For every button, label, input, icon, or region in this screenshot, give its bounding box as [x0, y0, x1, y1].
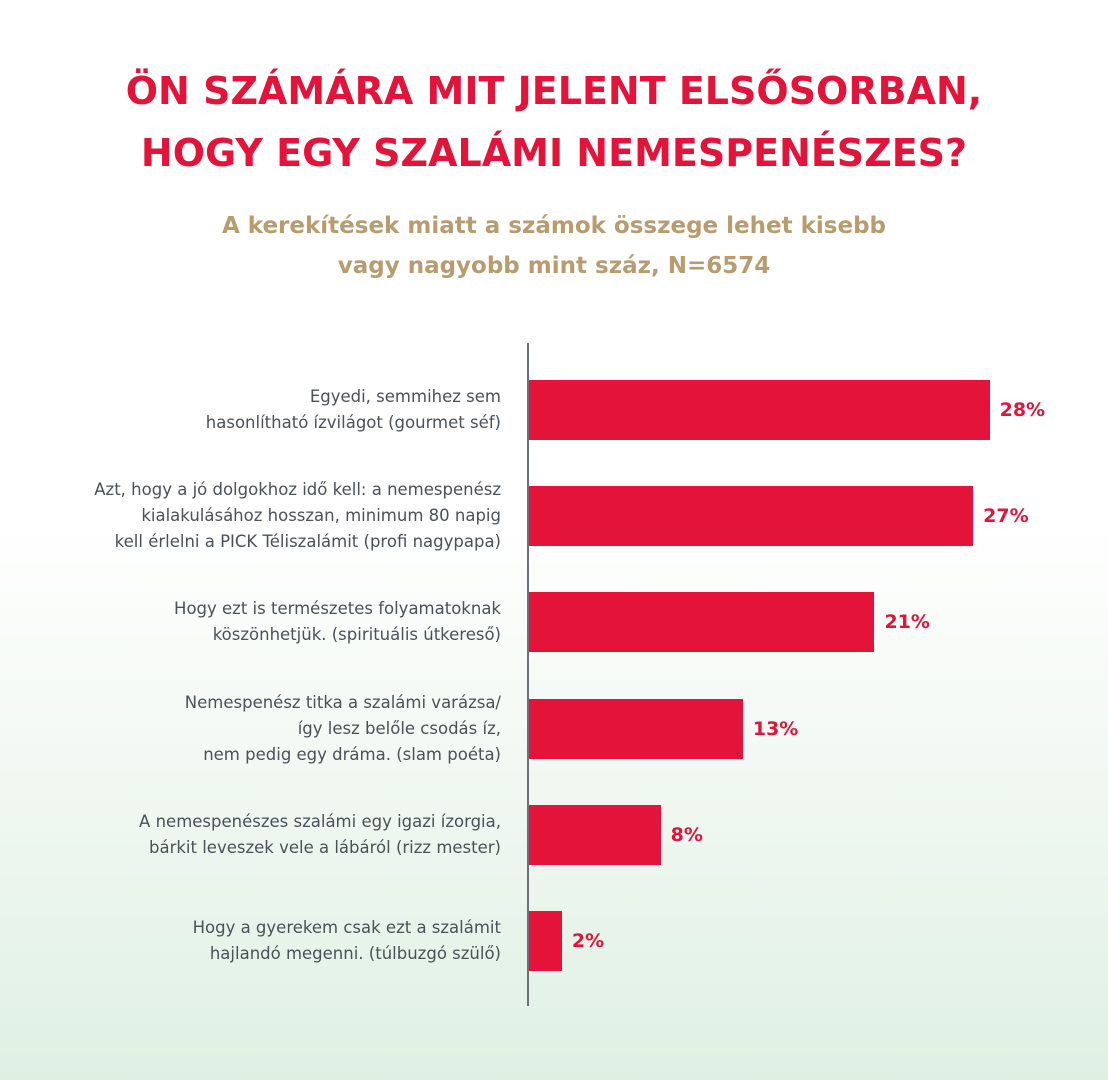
category-label-4-line-1: Nemespenész titka a szalámi varázsa/ — [184, 692, 501, 712]
chart-title-line-2: HOGY EGY SZALÁMI NEMESPENÉSZES? — [140, 131, 968, 175]
bar-2 — [529, 486, 974, 547]
category-label-3-line-1: Hogy ezt is természetes folyamatoknak — [174, 599, 501, 619]
category-label-2-line-1: Azt, hogy a jó dolgokhoz idő kell: a nem… — [94, 480, 501, 500]
value-label-2: 27% — [983, 505, 1029, 528]
category-label-2-line-3: kell érlelni a PICK Téliszalámit (profi … — [114, 532, 501, 552]
bar-3 — [529, 592, 875, 653]
chart-title-line-1: ÖN SZÁMÁRA MIT JELENT ELSŐSORBAN, — [125, 69, 983, 113]
category-label-3: Hogy ezt is természetes folyamatoknak kös… — [21, 596, 501, 648]
chart-subtitle-line-2: vagy nagyobb mint száz, N=6574 — [337, 253, 771, 279]
category-label-5: A nemespenészes szalámi egy igazi ízorgi… — [21, 809, 501, 861]
category-label-2: Azt, hogy a jó dolgokhoz idő kell: a nem… — [21, 477, 501, 555]
chart-title: ÖN SZÁMÁRA MIT JELENT ELSŐSORBAN, HOGY E… — [0, 60, 1108, 184]
value-label-4: 13% — [752, 717, 799, 740]
category-axis-line — [527, 343, 529, 1006]
bar-5 — [529, 804, 661, 865]
category-label-5-line-1: A nemespenészes szalámi egy igazi ízorgi… — [139, 811, 501, 831]
value-label-1: 28% — [999, 399, 1046, 421]
category-label-5-line-2: bárkit leveszek vele a lábáról (rizz mes… — [149, 837, 501, 857]
category-label-4-line-3: nem pedig egy dráma. (slam poéta) — [203, 744, 501, 764]
category-label-1-line-1: Egyedi, semmihez sem — [309, 387, 501, 406]
category-label-1-line-2: hasonlítható ízvilágot (gourmet séf) — [205, 413, 501, 432]
category-label-2-line-2: kialakulásához hosszan, minimum 80 napig — [141, 506, 501, 526]
chart-subtitle-line-1: A kerekítések miatt a számok összege leh… — [221, 213, 887, 239]
value-label-5: 8% — [670, 823, 703, 846]
value-label-3: 21% — [884, 611, 930, 634]
bar-6 — [529, 911, 562, 971]
value-label-6: 2% — [571, 930, 605, 952]
category-label-4-line-2: így lesz belőle csodás íz, — [297, 718, 501, 738]
chart-subtitle: A kerekítések miatt a számok összege leh… — [0, 206, 1108, 286]
category-label-3-line-2: köszönhetjük. (spirituális útkereső) — [212, 625, 501, 645]
category-label-4: Nemespenész titka a szalámi varázsa/így … — [21, 690, 501, 768]
category-label-6-line-1: Hogy a gyerekem csak ezt a szalámit — [192, 918, 501, 937]
category-label-1: Egyedi, semmihez sem hasonlítható ízvilág… — [21, 384, 501, 436]
category-label-6-line-2: hajlandó megenni. (túlbuzgó szülő) — [209, 944, 501, 963]
bar-4 — [529, 698, 743, 759]
category-label-6: Hogy a gyerekem csak ezt a szalámit hajla… — [21, 915, 501, 967]
bar-1 — [529, 380, 990, 440]
